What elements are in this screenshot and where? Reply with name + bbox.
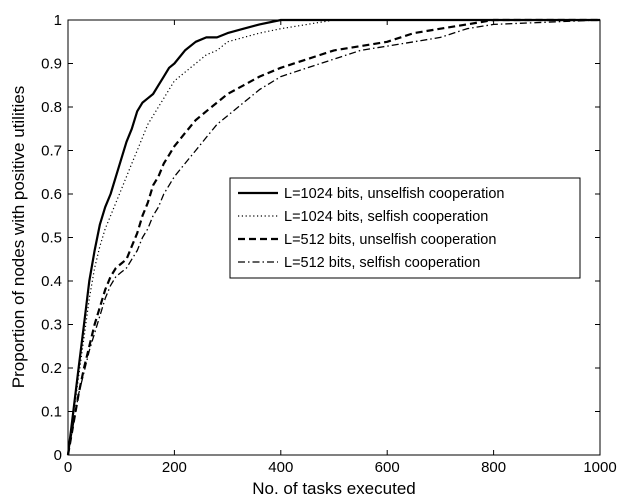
legend: L=1024 bits, unselfish cooperation L=1024… xyxy=(229,177,581,279)
y-tick-label: 0.7 xyxy=(41,143,62,160)
y-tick-label: 0.8 xyxy=(41,99,62,116)
y-tick-label: 0.5 xyxy=(41,230,62,247)
y-tick-label: 0.4 xyxy=(41,273,62,290)
series-line-4 xyxy=(67,19,601,456)
legend-label-3: L=512 bits, unselfish cooperation xyxy=(284,232,496,248)
y-tick-label: 0.3 xyxy=(41,317,62,334)
x-tick-label: 400 xyxy=(268,459,293,476)
y-tick-label: 0.9 xyxy=(41,56,62,73)
x-tick-label: 0 xyxy=(64,459,72,476)
x-tick-label: 600 xyxy=(375,459,400,476)
x-tick-label: 800 xyxy=(481,459,506,476)
legend-label-4: L=512 bits, selfish cooperation xyxy=(284,255,480,271)
y-tick-label: 0.2 xyxy=(41,360,62,377)
legend-box xyxy=(229,177,581,279)
series-line-3 xyxy=(66,18,600,456)
y-tick-label: 0.6 xyxy=(41,186,62,203)
x-tick-label: 200 xyxy=(162,459,187,476)
y-tick-label: 1 xyxy=(54,12,62,29)
tick-layer: 0 200 400 600 800 1000 0 0.1 0.2 0.3 0.4 0.5 0.6 0.7 0… xyxy=(41,12,617,476)
legend-label-1: L=1024 bits, unselfish cooperation xyxy=(284,186,504,202)
legend-label-2: L=1024 bits, selfish cooperation xyxy=(284,209,488,225)
y-tick-label: 0.1 xyxy=(41,404,62,421)
y-axis-title: Proportion of nodes with positive utilit… xyxy=(9,86,28,388)
x-axis-title: No. of tasks executed xyxy=(252,479,415,498)
x-tick-label: 1000 xyxy=(583,459,616,476)
y-tick-label: 0 xyxy=(54,447,62,464)
